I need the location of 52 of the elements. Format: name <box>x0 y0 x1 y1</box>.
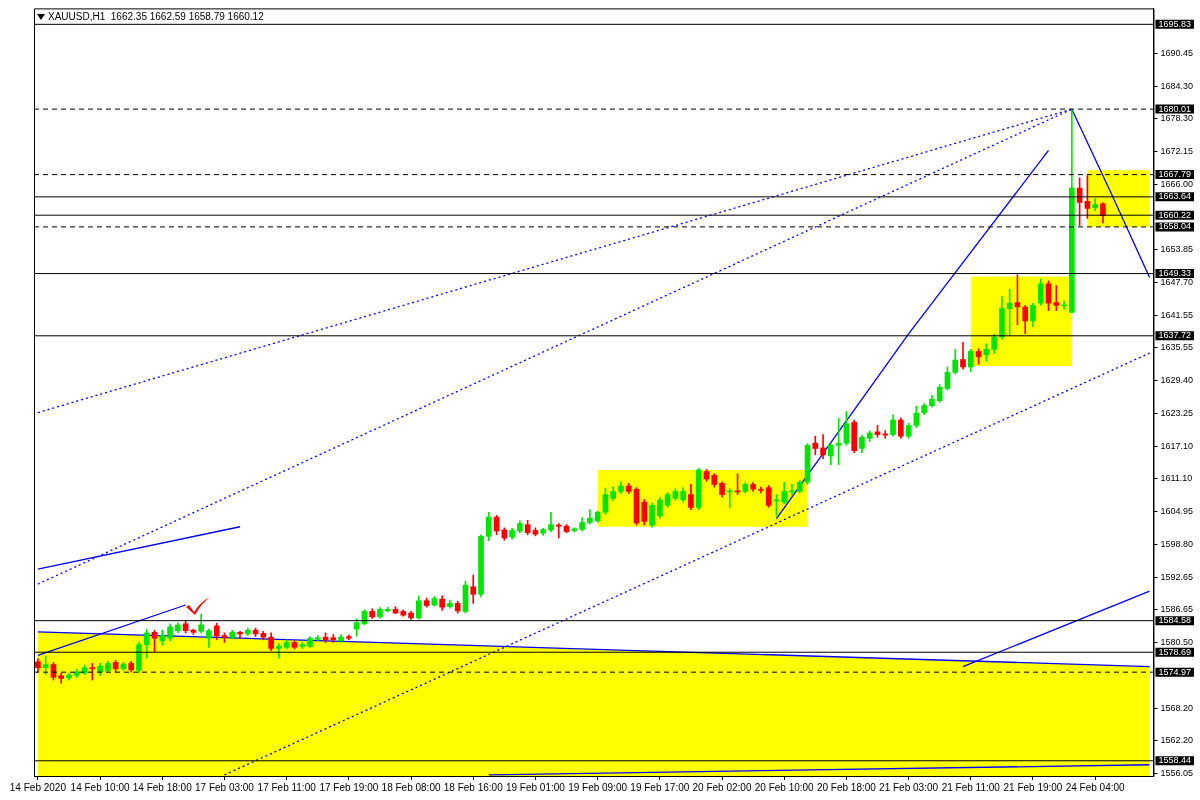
y-tick-label: 1690.45 <box>1160 47 1194 58</box>
x-tick-label: 14 Feb 2020 <box>9 781 67 793</box>
y-tick-label: 1666.00 <box>1160 178 1194 189</box>
x-tick-label: 20 Feb 10:00 <box>754 781 815 793</box>
x-tick-label: 21 Feb 11:00 <box>941 781 1001 793</box>
y-tick-label: 1635.55 <box>1160 341 1194 352</box>
ref-line-label: 1658.04 <box>1158 221 1192 232</box>
y-tick-label: 1684.30 <box>1160 80 1194 91</box>
x-tick-label: 20 Feb 02:00 <box>692 781 752 793</box>
chart-title: XAUUSD,H1 1662.35 1662.59 1658.79 1660.12 <box>48 11 265 23</box>
ref-line-label: 1660.22 <box>1158 209 1192 220</box>
y-tick-label: 1562.20 <box>1160 735 1194 746</box>
y-tick-label: 1611.10 <box>1160 472 1193 483</box>
y-tick-label: 1556.05 <box>1160 768 1194 779</box>
x-tick-label: 14 Feb 10:00 <box>70 781 130 793</box>
y-tick-label: 1617.10 <box>1160 440 1194 451</box>
x-tick-label: 14 Feb 18:00 <box>132 781 193 793</box>
y-tick-label: 1586.65 <box>1160 604 1194 615</box>
x-tick-label: 19 Feb 01:00 <box>505 781 566 793</box>
ref-line-label: 1637.72 <box>1158 330 1192 341</box>
x-tick-label: 21 Feb 19:00 <box>1003 781 1063 793</box>
y-tick-label: 1641.55 <box>1160 309 1194 320</box>
x-tick-label: 21 Feb 03:00 <box>879 781 939 793</box>
y-tick-label: 1653.85 <box>1160 243 1194 254</box>
ref-line-label: 1574.97 <box>1158 666 1192 677</box>
ref-line-label: 1663.64 <box>1158 191 1192 202</box>
x-tick-label: 18 Feb 16:00 <box>443 781 504 793</box>
y-tick-label: 1672.15 <box>1160 145 1194 156</box>
y-tick-label: 1647.70 <box>1160 276 1194 287</box>
x-tick-label: 19 Feb 17:00 <box>630 781 690 793</box>
y-tick-label: 1592.65 <box>1160 571 1194 582</box>
x-tick-label: 24 Feb 04:00 <box>1065 781 1126 793</box>
x-tick-label: 17 Feb 11:00 <box>257 781 317 793</box>
ref-line-label: 1667.79 <box>1158 169 1192 180</box>
y-tick-label: 1568.20 <box>1160 702 1194 713</box>
x-tick-label: 18 Feb 08:00 <box>381 781 441 793</box>
y-tick-label: 1629.40 <box>1160 374 1194 385</box>
y-tick-label: 1604.95 <box>1160 505 1194 516</box>
y-tick-label: 1623.25 <box>1160 407 1194 418</box>
ref-line-label: 1680.01 <box>1158 103 1192 114</box>
ref-line-label: 1584.58 <box>1158 615 1192 626</box>
ref-line-label: 1649.33 <box>1158 268 1192 279</box>
x-tick-label: 19 Feb 09:00 <box>568 781 628 793</box>
ref-line-label: 1578.69 <box>1158 646 1192 657</box>
ref-line-label: 1558.44 <box>1158 755 1192 766</box>
x-tick-label: 17 Feb 19:00 <box>319 781 379 793</box>
y-tick-label: 1580.50 <box>1160 637 1194 648</box>
x-tick-label: 20 Feb 18:00 <box>816 781 877 793</box>
y-tick-label: 1598.80 <box>1160 538 1194 549</box>
x-tick-label: 17 Feb 03:00 <box>195 781 255 793</box>
ref-line-label: 1695.83 <box>1158 18 1192 29</box>
y-tick-label: 1678.30 <box>1160 112 1194 123</box>
